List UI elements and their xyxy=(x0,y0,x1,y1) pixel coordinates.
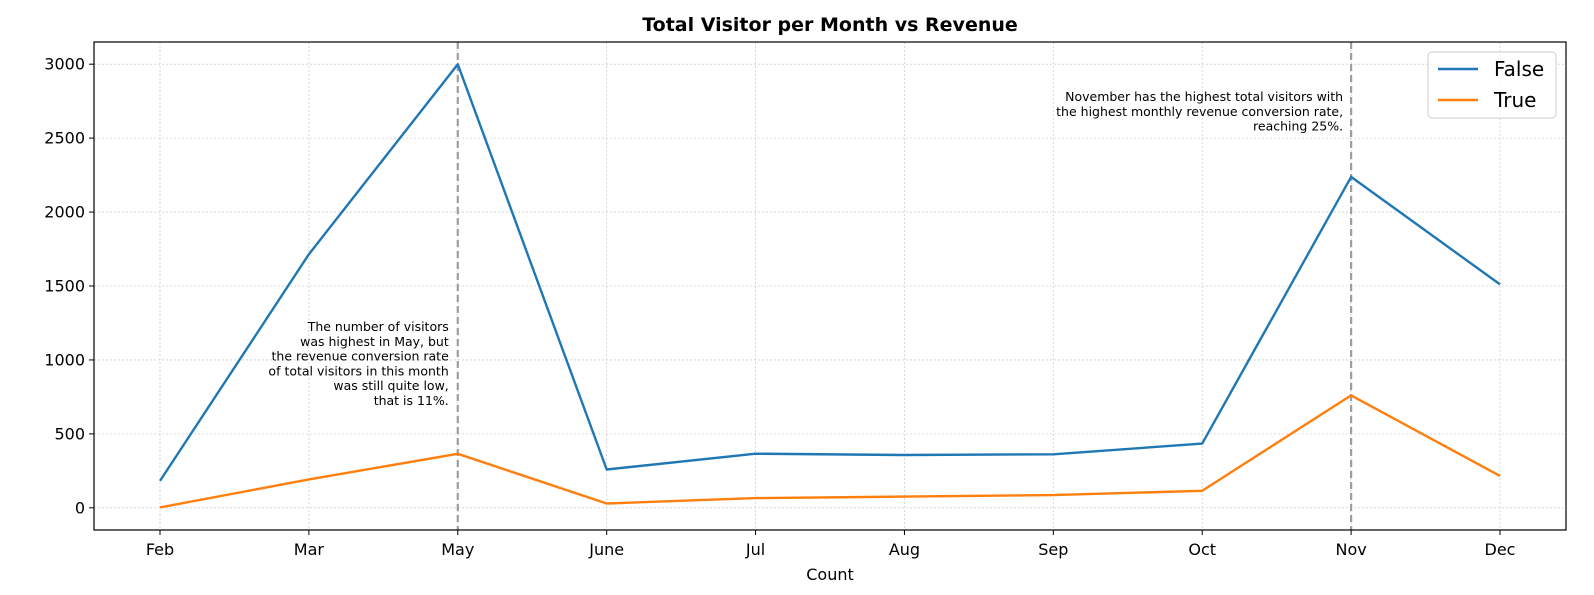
legend-label: False xyxy=(1494,57,1544,81)
x-tick-label: Dec xyxy=(1485,540,1516,559)
legend: False True xyxy=(1427,51,1557,119)
series-line-false xyxy=(158,63,1501,482)
x-axis-label: Count xyxy=(806,565,854,584)
x-tick-label: Sep xyxy=(1038,540,1068,559)
x-tick-label: Mar xyxy=(294,540,325,559)
annotation-line: reaching 25%. xyxy=(1253,119,1343,134)
y-tick-label: 1500 xyxy=(44,277,85,296)
x-tick-label: June xyxy=(588,540,624,559)
x-tick-label: Jul xyxy=(745,540,765,559)
series-lines xyxy=(158,63,1501,509)
x-tick-label: Nov xyxy=(1335,540,1366,559)
x-tick-label: May xyxy=(441,540,474,559)
annotation-line: the revenue conversion rate xyxy=(272,349,450,364)
legend-label: True xyxy=(1493,88,1536,112)
y-tick-label: 500 xyxy=(54,424,85,443)
x-tick-label: Oct xyxy=(1188,540,1216,559)
annotation-line: November has the highest total visitors … xyxy=(1065,89,1343,104)
x-tick-label: Aug xyxy=(889,540,920,559)
reference-lines xyxy=(456,42,1353,530)
y-axis: 0 500 1000 1500 2000 2500 3000 xyxy=(44,55,94,517)
grid xyxy=(94,42,1566,530)
y-tick-label: 1000 xyxy=(44,350,85,369)
y-tick-label: 2000 xyxy=(44,203,85,222)
annotation-line: that is 11%. xyxy=(374,393,449,408)
series-line-true xyxy=(159,394,1501,509)
chart-title: Total Visitor per Month vs Revenue xyxy=(642,14,1018,36)
annotation-line: the highest monthly revenue conversion r… xyxy=(1056,104,1343,119)
annotation-line: The number of visitors xyxy=(307,319,449,334)
annotation-line: of total visitors in this month xyxy=(268,363,448,378)
x-axis: Feb Mar May June Jul Aug Sep Oct Nov Dec xyxy=(146,530,1516,559)
annotation-line: was still quite low, xyxy=(333,378,448,393)
x-tick-label: Feb xyxy=(146,540,174,559)
y-tick-label: 2500 xyxy=(44,129,85,148)
y-tick-label: 0 xyxy=(75,498,85,517)
y-tick-label: 3000 xyxy=(44,55,85,74)
annotation-line: was highest in May, but xyxy=(300,334,449,349)
